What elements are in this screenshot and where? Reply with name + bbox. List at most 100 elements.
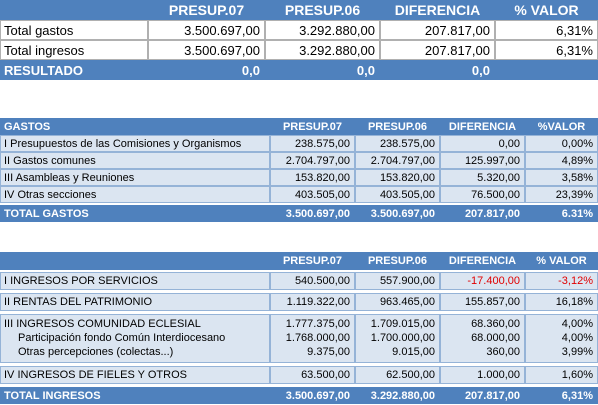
ingresos-value: 9.015,00: [392, 346, 435, 358]
header-cell: [440, 118, 525, 135]
ingresos-value: 1.000,00: [477, 369, 520, 381]
gastos-total-value: 6.31%: [561, 207, 593, 220]
ingresos-value: -17.400,00: [467, 275, 520, 287]
ingresos-value: 4,00%: [561, 332, 593, 344]
header-cell: [148, 0, 265, 20]
result-row-label: RESULTADO: [4, 62, 83, 78]
ingresos-label: IV INGRESOS DE FIELES Y OTROS: [4, 369, 187, 381]
gastos-row-value: 125.997,00: [464, 154, 520, 167]
ingresos-total-value: 207.817,00: [464, 389, 520, 402]
ingresos-cell: [0, 272, 270, 290]
ingresos-value: 1,60%: [561, 369, 593, 381]
ingresos-cell: [355, 293, 440, 311]
header-cell: [0, 118, 270, 135]
ingresos-value: 68.000,00: [471, 332, 520, 344]
gastos-total-value: 3.500.697,00: [285, 207, 350, 220]
gastos-row-label: IV Otras secciones: [4, 188, 97, 201]
ingresos-value: 3,99%: [561, 346, 593, 358]
gastos-total-cell: [355, 205, 440, 222]
gastos-row-cell: [440, 186, 525, 203]
result-row-cell: [0, 60, 148, 80]
ingresos-cell: [440, 293, 525, 311]
gastos-row-label: II Gastos comunes: [4, 154, 96, 167]
summary-row-label: Total gastos: [4, 22, 74, 38]
ingresos-value: 1.709.015,00: [370, 318, 435, 330]
ingresos-value: 16,18%: [555, 296, 593, 308]
column-header: PRESUP.06: [284, 2, 361, 18]
gastos-row-value: 23,39%: [555, 188, 593, 201]
summary-row-cell: [148, 20, 265, 40]
ingresos-cell: [440, 272, 525, 290]
summary-row-cell: [148, 40, 265, 60]
column-header: PRESUP.07: [168, 2, 245, 18]
column-header: PRESUP.06: [367, 120, 428, 133]
summary-row-value: 207.817,00: [424, 42, 490, 58]
gastos-row-value: 0,00%: [561, 137, 593, 150]
column-header: DIFERENCIA: [448, 120, 517, 133]
gastos-total-value: 3.500.697,00: [370, 207, 435, 220]
column-header: PRESUP.07: [282, 120, 343, 133]
gastos-total-cell: [440, 205, 525, 222]
result-row-cell: [380, 60, 495, 80]
column-header: DIFERENCIA: [448, 255, 517, 267]
gastos-row-value: 0,00: [498, 137, 520, 150]
gastos-row-cell: [440, 135, 525, 152]
ingresos-cell: [270, 314, 355, 363]
header-cell: [265, 0, 380, 20]
table-title: GASTOS: [4, 120, 51, 133]
gastos-row-value: 4,89%: [561, 154, 593, 167]
result-row-cell: [265, 60, 380, 80]
column-header: PRESUP.06: [367, 255, 428, 267]
ingresos-total-value: 3.292.880,00: [370, 389, 435, 402]
gastos-row-cell: [270, 135, 355, 152]
summary-row-cell: [265, 40, 380, 60]
ingresos-value: 1.777.375,00: [285, 318, 350, 330]
ingresos-cell: [355, 272, 440, 290]
ingresos-value: 62.500,00: [386, 369, 435, 381]
ingresos-value: 1.768.000,00: [285, 332, 350, 344]
gastos-row-cell: [270, 186, 355, 203]
column-header: % VALOR: [536, 255, 587, 267]
ingresos-total-label: TOTAL INGRESOS: [4, 389, 101, 402]
gastos-row-value: 5.320,00: [477, 171, 520, 184]
column-header: PRESUP.07: [282, 255, 343, 267]
header-cell: [525, 252, 598, 270]
ingresos-cell: [355, 366, 440, 384]
gastos-row-value: 3,58%: [561, 171, 593, 184]
gastos-total-value: 207.817,00: [464, 207, 520, 220]
ingresos-total-value: 6,31%: [561, 389, 593, 402]
ingresos-cell: [355, 314, 440, 363]
ingresos-total-cell: [440, 387, 525, 404]
gastos-row-cell: [355, 186, 440, 203]
gastos-row-value: 403.505,00: [294, 188, 350, 201]
ingresos-value: 9.375,00: [307, 346, 350, 358]
gastos-row-value: 76.500,00: [471, 188, 520, 201]
summary-row-cell: [380, 20, 495, 40]
summary-row-value: 6,31%: [556, 42, 593, 58]
header-cell: [270, 118, 355, 135]
ingresos-label: II RENTAS DEL PATRIMONIO: [4, 296, 153, 308]
header-cell: [355, 252, 440, 270]
ingresos-cell: [0, 314, 270, 363]
ingresos-value: 360,00: [486, 346, 520, 358]
ingresos-value: 1.700.000,00: [370, 332, 435, 344]
header-cell: [355, 118, 440, 135]
gastos-row-cell: [0, 169, 270, 186]
gastos-row-value: 2.704.797,00: [370, 154, 435, 167]
summary-row-value: 3.500.697,00: [184, 22, 260, 38]
ingresos-value: 155.857,00: [464, 296, 520, 308]
ingresos-total-cell: [525, 387, 598, 404]
summary-row-cell: [0, 20, 148, 40]
result-row-cell: [495, 60, 598, 80]
ingresos-label: Otras percepciones (colectas...): [18, 346, 174, 358]
ingresos-cell: [270, 272, 355, 290]
header-cell: [0, 0, 148, 20]
ingresos-total-cell: [0, 387, 270, 404]
summary-row-cell: [265, 20, 380, 40]
column-header: % VALOR: [514, 2, 579, 18]
header-cell: [0, 252, 270, 270]
gastos-row-cell: [0, 135, 270, 152]
summary-row-label: Total ingresos: [4, 42, 85, 58]
column-header: DIFERENCIA: [394, 2, 481, 18]
